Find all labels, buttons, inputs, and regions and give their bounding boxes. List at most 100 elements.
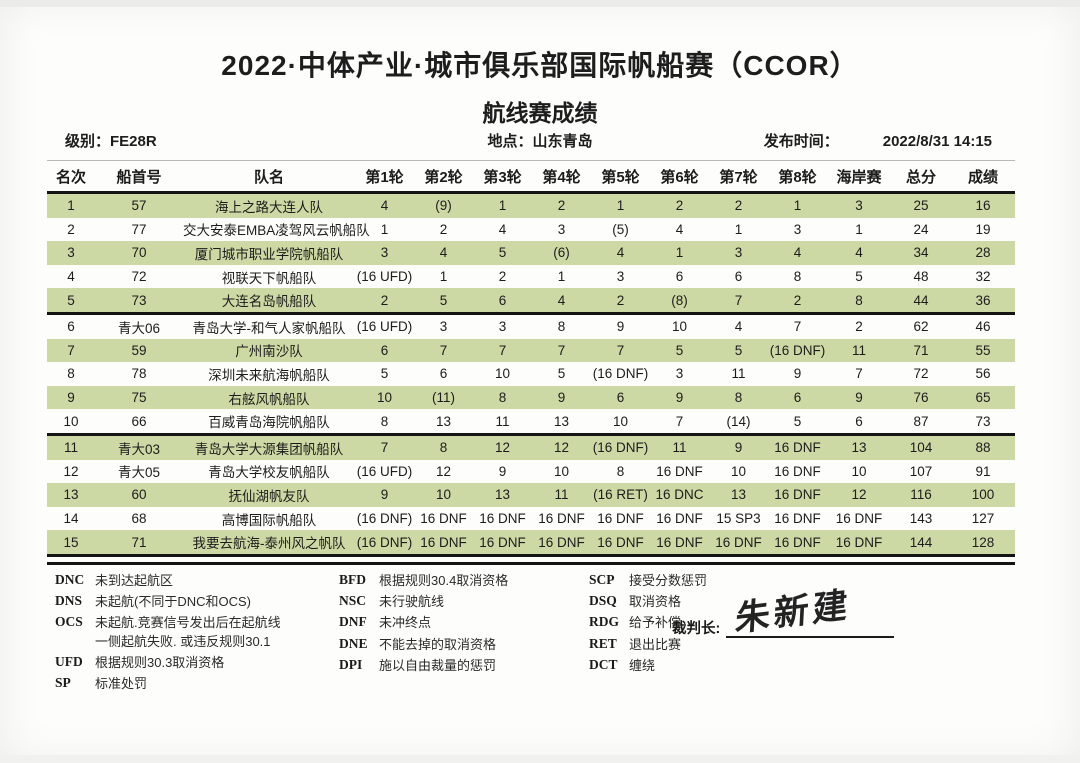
score-cell: 9 xyxy=(793,366,802,382)
rank-cell: 5 xyxy=(47,288,95,315)
score-cell: (6) xyxy=(532,241,591,265)
column-header: 第2轮 xyxy=(414,160,473,194)
team-name-cell: 视联天下帆船队 xyxy=(221,270,317,286)
score-cell: 16 DNF xyxy=(656,511,703,527)
score-cell: 9 xyxy=(532,385,591,410)
team-name-cell: 海上之路大连人队 xyxy=(183,192,355,218)
team-name-cell: 深圳未来航海帆船队 xyxy=(208,367,330,383)
legend-description: 缠绕 xyxy=(629,657,656,673)
column-header: 第5轮 xyxy=(591,160,650,194)
score-cell: 2 xyxy=(650,192,709,218)
bow-number-cell: 青大06 xyxy=(117,320,161,336)
score-cell: 4 xyxy=(827,241,891,265)
score-cell: (16 UFD) xyxy=(356,319,413,335)
table-row: 4 72 视联天下帆船队 (16 UFD) 1 2 1 3 6 6 8 5 48 32 xyxy=(47,265,1015,289)
score-cell: 7 xyxy=(793,319,802,335)
legend-description: 给予补偿 xyxy=(629,615,682,631)
score-cell: 6 xyxy=(473,288,532,315)
score-cell: 5 xyxy=(855,269,863,285)
score-cell: 19 xyxy=(975,221,991,237)
score-cell: 7 xyxy=(532,338,591,363)
legend-code: SP xyxy=(55,674,71,690)
score-cell: 2 xyxy=(709,192,768,218)
table-row: 7 59 广州南沙队 6 7 7 7 7 5 5 (16 DNF) 11 71 55 xyxy=(47,338,1015,363)
bow-number-cell: 青大03 xyxy=(95,434,183,460)
score-cell: 8 xyxy=(355,409,414,436)
score-cell: (16 UFD) xyxy=(356,269,413,285)
score-cell: 11 xyxy=(731,366,746,382)
score-cell: 4 xyxy=(768,241,827,265)
legend-description: 根据规则30.3取消资格 xyxy=(95,654,225,670)
score-cell: 13 xyxy=(473,483,532,507)
score-cell: 13 xyxy=(532,409,591,436)
legend-item: DNE 不能去掉的取消资格 xyxy=(339,636,563,654)
score-cell: 2 xyxy=(855,319,863,335)
legend-code: DNC xyxy=(55,572,85,587)
score-cell: 8 xyxy=(414,434,473,460)
score-cell: 3 xyxy=(793,221,802,237)
score-cell: 16 DNF xyxy=(532,530,591,557)
signature-line: 朱新建 xyxy=(726,585,895,639)
legend-item: UFD 根据规则30.3取消资格 xyxy=(55,654,313,672)
referee-signature-block: 裁判长: 朱新建 xyxy=(672,585,895,639)
score-cell: 1 xyxy=(591,192,650,218)
rank-cell: 13 xyxy=(47,483,95,507)
legend-column: BFD 根据规则30.4取消资格 NSC 未行驶航线 DNF 未冲终点 DNE 不能去掉的取消… xyxy=(339,572,563,696)
score-cell: 8 xyxy=(557,319,566,335)
score-cell: 11 xyxy=(473,409,532,436)
class-field: 级别：FE28R xyxy=(65,130,157,151)
legend-description: 退出比赛 xyxy=(629,636,682,652)
score-cell: (8) xyxy=(650,288,709,315)
team-name-cell: 我要去航海-泰州风之帆队 xyxy=(183,530,355,557)
score-cell: 16 DNF xyxy=(768,483,827,507)
score-cell: 16 DNF xyxy=(768,434,827,460)
column-header: 船首号 xyxy=(95,160,183,194)
bow-number-cell: 72 xyxy=(131,269,147,285)
score-cell: 73 xyxy=(951,409,1015,436)
score-cell: (16 DNF) xyxy=(356,511,413,527)
score-cell: 7 xyxy=(414,338,473,363)
publish-label: 发布时间： xyxy=(763,133,839,150)
results-table-area: 名次 船首号 队名 第1轮 第2轮 第3轮 第4轮 第5轮 第6轮 第7轮 第8轮 海岸赛 总分 成绩 1… xyxy=(47,160,1015,565)
score-cell: 10 xyxy=(851,463,867,479)
table-row: 2 77 交大安泰EMBA凌驾风云帆船队 1 2 4 3 (5) 4 1 3 1 24 19 xyxy=(47,218,1015,242)
legend-code: DPI xyxy=(339,656,363,672)
score-cell: 9 xyxy=(709,434,768,460)
score-cell: 8 xyxy=(616,463,625,479)
score-cell: 9 xyxy=(650,385,709,410)
score-cell: 2 xyxy=(768,288,827,315)
score-cell: 9 xyxy=(355,483,414,507)
team-name-cell: 大连名岛帆船队 xyxy=(183,288,355,315)
legend-item: SCP 接受分数惩罚 xyxy=(589,572,779,590)
score-cell: 16 DNF xyxy=(827,530,891,557)
bow-number-cell: 78 xyxy=(131,366,147,382)
score-cell: 1 xyxy=(380,221,389,237)
score-cell: 7 xyxy=(355,434,414,460)
team-name-cell: 抚仙湖帆友队 xyxy=(183,483,355,507)
bow-number-cell: 青大05 xyxy=(117,465,161,481)
score-cell: 127 xyxy=(971,511,995,527)
score-cell: 16 DNF xyxy=(420,511,467,527)
score-cell: (16 UFD) xyxy=(356,463,413,479)
column-header: 第3轮 xyxy=(473,160,532,194)
team-name-cell: 青岛大学校友帆船队 xyxy=(208,465,330,481)
score-cell: 11 xyxy=(532,483,591,507)
rank-cell: 4 xyxy=(67,269,75,285)
legend-description: 标准处罚 xyxy=(95,675,148,691)
legend-description: 未冲终点 xyxy=(379,615,432,631)
score-cell: 8 xyxy=(793,269,802,285)
score-cell: 6 xyxy=(675,269,684,285)
legend-description: 未起航.竞赛信号发出后在起航线 一侧起航失败. 或违反规则30.1 xyxy=(95,615,281,649)
bow-number-cell: 70 xyxy=(95,241,183,265)
score-cell: 3 xyxy=(355,241,414,265)
score-cell: 144 xyxy=(891,530,951,557)
page-subtitle: 航线赛成绩 xyxy=(482,100,598,126)
score-cell: 4 xyxy=(498,221,507,237)
column-header: 第1轮 xyxy=(355,160,414,194)
score-cell: 100 xyxy=(951,483,1015,507)
score-cell: 107 xyxy=(909,463,933,479)
score-cell: 1 xyxy=(855,221,863,237)
legend-code: DNF xyxy=(339,614,367,630)
score-cell: 71 xyxy=(891,338,951,363)
score-cell: 5 xyxy=(709,338,768,363)
